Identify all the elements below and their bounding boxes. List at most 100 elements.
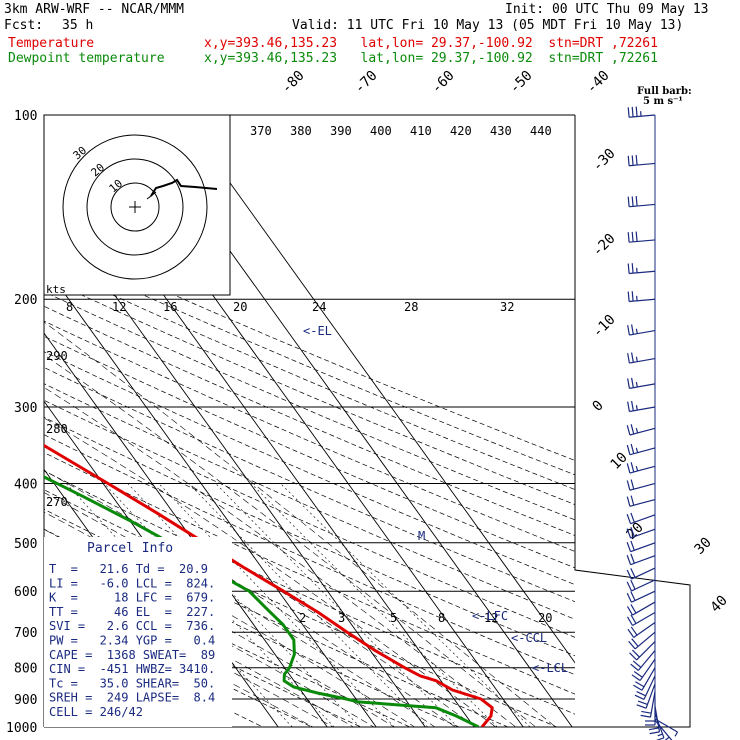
ccl-marker: <-CCL (511, 631, 547, 645)
wind-barb-flag (635, 195, 638, 207)
wind-barb-staff (629, 203, 656, 208)
wind-barb (626, 567, 656, 580)
wind-barb-flag (630, 591, 636, 601)
wind-barb (631, 658, 656, 682)
dry-adiabat-line (44, 434, 575, 676)
wind-barb-flag (626, 528, 632, 539)
parcel-info-row: CAPE = 1368 SWEAT= 89 (49, 648, 215, 662)
pressure-label: 600 (14, 585, 37, 600)
theta-label: 380 (290, 124, 312, 138)
wind-barb-flag (626, 480, 631, 491)
wind-barb-flag (635, 405, 638, 411)
m-marker: M (418, 529, 425, 543)
wind-barb (630, 650, 656, 671)
pressure-label: 300 (14, 401, 37, 416)
barb-key-units: 5 m s⁻¹ (643, 96, 683, 107)
wind-barb-flag (630, 579, 636, 590)
wind-barb (626, 540, 656, 553)
wind-barb-flag (630, 604, 637, 614)
theta-label: 430 (490, 124, 512, 138)
wind-barb-flag (631, 649, 640, 658)
isotherm-line (44, 332, 328, 727)
wind-barb-flag (635, 427, 639, 434)
moist-adiabat-line (44, 321, 557, 727)
wind-barb-flag (648, 727, 659, 731)
wind-barb-flag (635, 155, 638, 166)
wind-barb-staff (629, 447, 656, 456)
dry-adiabat-line (44, 236, 575, 461)
parcel-info-row: CIN = -451 HWBZ= 3410. (49, 662, 215, 676)
hodograph-units: kts (46, 283, 66, 296)
wind-barb (636, 683, 656, 709)
moist-adiabat-line (44, 470, 456, 727)
moist-adiabat-line (44, 571, 334, 727)
dry-adiabat-label: 290 (46, 349, 68, 363)
hodograph-arrow (146, 191, 157, 200)
wind-barb-flag (630, 462, 635, 473)
wind-barb-flag (631, 638, 639, 647)
wind-barb-flag (631, 352, 634, 363)
wind-barb (626, 590, 656, 603)
wind-barb-flag (630, 424, 635, 435)
wind-barb (627, 400, 656, 413)
wind-barb-staff (629, 482, 656, 491)
wind-barb-flag (627, 291, 630, 302)
isotherm-label: -60 (429, 68, 458, 97)
dry-adiabat-line (44, 351, 575, 586)
wind-barb-flag (631, 400, 634, 411)
wind-barb-flag (626, 616, 634, 626)
dry-adiabat-line (44, 367, 575, 603)
mixing-ratio-label: 2 (299, 611, 306, 625)
wind-barb-staff (649, 691, 656, 718)
wind-barb-flag (629, 652, 638, 661)
wind-barb (626, 443, 656, 456)
dry-adiabat-label: 280 (46, 422, 68, 436)
wind-barb-flag (627, 325, 630, 336)
wind-barb-staff (641, 667, 656, 691)
theta-e-label: 20 (233, 300, 247, 314)
valid-time: Valid: 11 UTC Fri 10 May 13 (05 MDT Fri … (292, 18, 684, 33)
dewpoint-legend-label: Dewpoint temperature (8, 51, 165, 66)
dry-adiabat-line (44, 452, 575, 695)
theta-e-label: 32 (500, 300, 514, 314)
wind-barb (626, 424, 656, 436)
theta-e-label: 24 (312, 300, 326, 314)
wind-barb (627, 155, 656, 167)
wind-barb-flag (631, 106, 634, 117)
wind-barb-flag (627, 628, 635, 638)
wind-barb-staff (629, 465, 656, 474)
wind-barb-staff (629, 427, 656, 436)
wind-barb-flag (626, 542, 632, 552)
wind-barb-flag (636, 704, 647, 709)
parcel-info-row: Tc = 35.0 SHEAR= 50. (49, 676, 215, 690)
wind-barb (627, 622, 656, 638)
wind-barb-flag (630, 663, 639, 671)
parcel-info-row: SREH = 249 LAPSE= 8.4 (49, 691, 215, 705)
wind-barb-flag (635, 381, 638, 388)
wind-barb (648, 706, 661, 735)
wind-barb-flag (626, 555, 632, 565)
mixing-ratio-label: 20 (538, 611, 552, 625)
dry-adiabat-line (44, 528, 460, 727)
wind-barb-flag (631, 377, 634, 388)
wind-barb-flag (636, 691, 646, 697)
wind-barb-staff (629, 498, 656, 507)
wind-barb (627, 352, 656, 364)
pressure-label: 900 (14, 693, 37, 708)
wind-barb-staff (631, 579, 656, 592)
parcel-info-title: Parcel Info (87, 541, 173, 556)
wind-barb-staff (654, 718, 678, 733)
isotherm-label: 10 (608, 450, 631, 473)
wind-barb-flag (627, 232, 630, 243)
wind-barb-flag (626, 463, 631, 474)
wind-barb-flag (627, 353, 630, 364)
isotherm-line (180, 115, 575, 664)
isotherm-label: -50 (507, 68, 536, 97)
wind-barb (626, 495, 656, 507)
wind-barb (633, 667, 656, 691)
wind-barb-flag (635, 681, 645, 688)
wind-barb-flag (674, 731, 679, 737)
wind-barb (626, 527, 656, 539)
wind-barb-flag (627, 263, 630, 274)
wind-barb (626, 553, 656, 566)
